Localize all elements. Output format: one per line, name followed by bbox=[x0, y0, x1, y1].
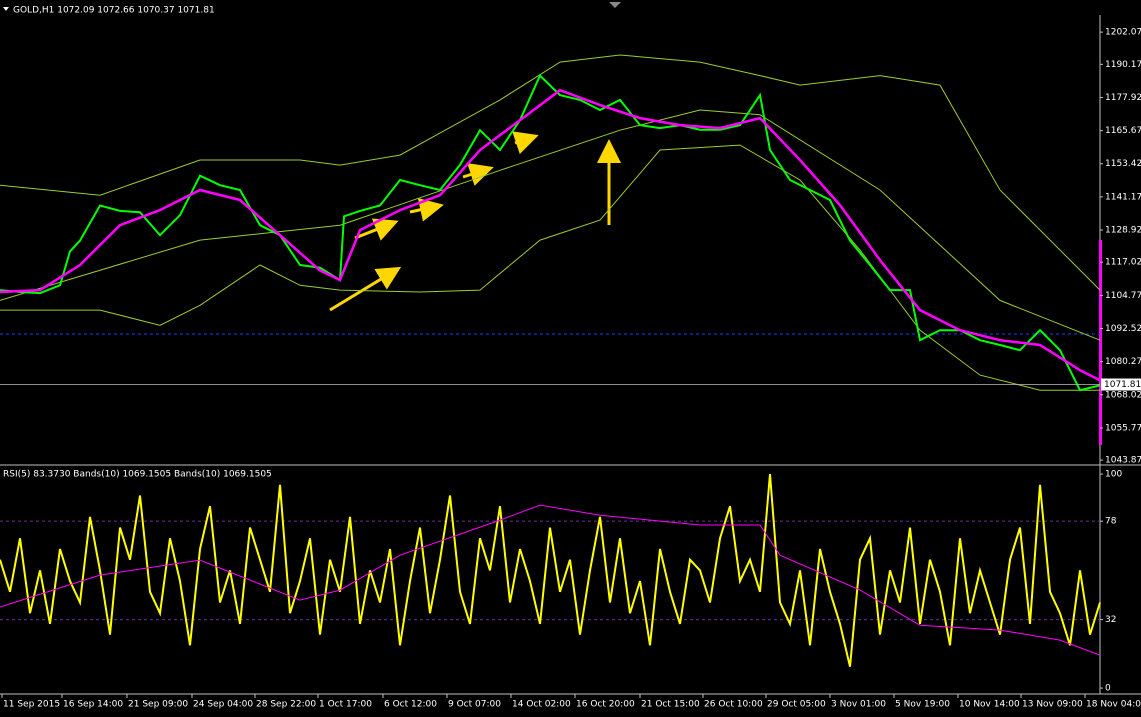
x-tick-label: 24 Sep 04:00 bbox=[193, 700, 253, 710]
x-tick-label: 21 Oct 15:00 bbox=[641, 700, 700, 710]
y-tick-label: 32 bbox=[1105, 615, 1116, 625]
y-tick-label: 1068.02 bbox=[1105, 390, 1141, 400]
x-tick-label: 10 Nov 14:00 bbox=[959, 700, 1020, 710]
arrow bbox=[329, 266, 402, 312]
x-tick-label: 3 Nov 01:00 bbox=[831, 700, 886, 710]
x-tick-label: 1 Oct 17:00 bbox=[319, 700, 372, 710]
x-tick-label: 26 Oct 10:00 bbox=[704, 700, 763, 710]
y-tick-label: 1104.77 bbox=[1105, 291, 1141, 301]
series-line bbox=[0, 54, 1101, 291]
series-line bbox=[0, 504, 1101, 656]
x-tick-label: 13 Nov 09:00 bbox=[1022, 700, 1083, 710]
x-tick-label: 28 Sep 22:00 bbox=[256, 700, 316, 710]
series-line bbox=[0, 474, 1101, 667]
x-tick-label: 11 Sep 2015 bbox=[3, 700, 60, 710]
x-tick-label: 18 Nov 04:00 bbox=[1086, 700, 1141, 710]
y-tick-label: 1165.67 bbox=[1105, 126, 1141, 136]
shift-marker bbox=[609, 2, 621, 8]
y-tick-label: 1043.87 bbox=[1105, 456, 1141, 466]
y-tick-label: 1190.17 bbox=[1105, 60, 1141, 70]
x-tick-label: 14 Oct 02:00 bbox=[512, 700, 571, 710]
series-line bbox=[0, 144, 1100, 391]
arrow bbox=[512, 131, 539, 155]
x-tick-label: 5 Nov 19:00 bbox=[895, 700, 950, 710]
arrow bbox=[354, 218, 399, 241]
x-tick-label: 21 Sep 09:00 bbox=[128, 700, 188, 710]
arrow bbox=[409, 198, 444, 222]
y-tick-label: 1177.92 bbox=[1105, 93, 1141, 103]
last-price-box bbox=[1101, 378, 1141, 391]
range-bar bbox=[1099, 240, 1102, 445]
y-tick-label: 100 bbox=[1105, 470, 1122, 480]
y-tick-label: 1092.52 bbox=[1105, 324, 1141, 334]
rsi-title: RSI(5) 83.3730 Bands(10) 1069.1505 Bands… bbox=[3, 470, 272, 480]
x-tick-label: 29 Oct 05:00 bbox=[767, 700, 826, 710]
x-tick-label: 9 Oct 07:00 bbox=[448, 700, 501, 710]
series-line bbox=[0, 109, 1101, 341]
series-line bbox=[0, 88, 1101, 382]
x-tick-label: 6 Oct 12:00 bbox=[384, 700, 437, 710]
x-tick-label: 16 Sep 14:00 bbox=[63, 700, 123, 710]
y-tick-label: 1055.77 bbox=[1105, 423, 1141, 433]
y-tick-label: 1080.27 bbox=[1105, 357, 1141, 367]
y-tick-label: 78 bbox=[1105, 517, 1117, 527]
annotation-arrows bbox=[329, 131, 621, 312]
y-tick-label: 1202.07 bbox=[1105, 28, 1141, 38]
series-line bbox=[0, 73, 1101, 392]
menu-triangle bbox=[3, 7, 9, 11]
y-tick-label: 1153.42 bbox=[1105, 159, 1141, 169]
main-title: GOLD,H1 1072.09 1072.66 1070.37 1071.81 bbox=[13, 6, 215, 16]
y-tick-label: 1117.02 bbox=[1105, 258, 1141, 268]
y-tick-label: 1128.92 bbox=[1105, 226, 1141, 236]
y-tick-label: 0 bbox=[1105, 684, 1111, 694]
x-tick-label: 16 Oct 20:00 bbox=[576, 700, 635, 710]
last-price-label: 1071.81 bbox=[1104, 380, 1141, 390]
arrow bbox=[462, 163, 494, 186]
y-tick-label: 1141.17 bbox=[1105, 192, 1141, 202]
